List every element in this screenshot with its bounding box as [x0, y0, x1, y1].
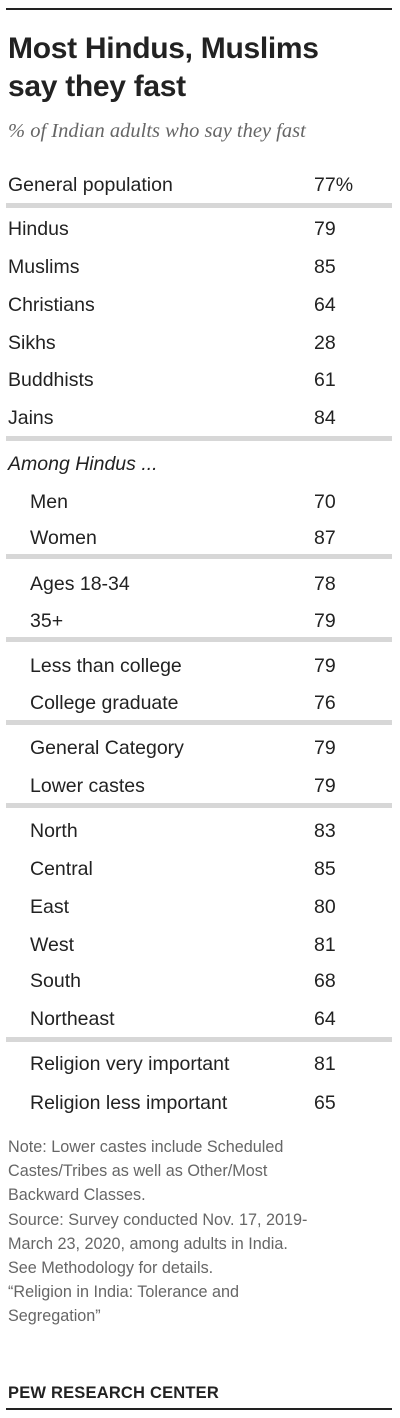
row-value: 79 — [314, 775, 336, 797]
row-value: 65 — [314, 1092, 336, 1114]
note-line: Segregation” — [8, 1307, 101, 1326]
group-separator — [6, 436, 392, 441]
group-separator — [6, 203, 392, 208]
table-row: Buddhists 61 — [0, 362, 400, 398]
row-value: 85 — [314, 858, 336, 880]
row-label: East — [30, 896, 70, 918]
table-row: East 80 — [0, 889, 400, 925]
row-value: 78 — [314, 573, 336, 595]
note-line: See Methodology for details. — [8, 1259, 214, 1278]
group-separator — [6, 803, 392, 808]
note-line: March 23, 2020, among adults in India. — [8, 1234, 288, 1253]
row-label: Hindus — [8, 218, 69, 240]
row-label: North — [30, 820, 78, 842]
row-value: 79 — [314, 655, 336, 677]
table-row: Religion less important 65 — [0, 1085, 400, 1121]
table-row: Ages 18-34 78 — [0, 566, 400, 602]
row-label: College graduate — [30, 692, 179, 714]
table-row: North 83 — [0, 813, 400, 849]
note-line: Note: Lower castes include Scheduled — [8, 1138, 284, 1156]
table-row: Less than college 79 — [0, 648, 400, 684]
row-value: 80 — [314, 896, 336, 918]
row-label: South — [30, 970, 81, 992]
row-label: Muslims — [8, 256, 80, 278]
table-row: West 81 — [0, 927, 400, 963]
row-value: 84 — [314, 407, 336, 429]
row-value: 87 — [314, 527, 336, 549]
row-label: Buddhists — [8, 369, 94, 391]
table-row: Men 70 — [0, 484, 400, 520]
table-row: Central 85 — [0, 851, 400, 887]
group-separator — [6, 637, 392, 642]
row-label: 35+ — [30, 610, 64, 632]
row-value: 79 — [314, 737, 336, 759]
row-label: Religion less important — [30, 1092, 228, 1114]
row-label: Christians — [8, 294, 95, 316]
table-row: General Category 79 — [0, 730, 400, 766]
row-value: 85 — [314, 256, 336, 278]
table-row: Women 87 — [0, 520, 400, 556]
row-value: 81 — [314, 934, 336, 956]
row-value: 28 — [314, 332, 336, 354]
row-label: General population — [8, 174, 173, 196]
table-row: College graduate 76 — [0, 685, 400, 721]
table-row: Muslims 85 — [0, 249, 400, 285]
row-value: 81 — [314, 1053, 336, 1075]
row-label: Religion very important — [30, 1053, 230, 1075]
row-label: West — [30, 934, 75, 956]
row-value: 70 — [314, 491, 336, 513]
row-value: 64 — [314, 294, 336, 316]
row-label: Lower castes — [30, 775, 145, 797]
chart-title: Most Hindus, Muslims say they fast — [8, 30, 388, 106]
source-note: Note: Lower castes include Scheduled Cas… — [8, 1135, 396, 1329]
group-separator — [6, 720, 392, 725]
row-value: 79 — [314, 610, 336, 632]
row-label: Jains — [8, 407, 54, 429]
table-row: 35+ 79 — [0, 603, 400, 639]
row-label: Women — [30, 527, 97, 549]
chart-title-line-1: Most Hindus, Muslims — [8, 32, 319, 65]
row-label: General Category — [30, 737, 184, 759]
row-value: 61 — [314, 369, 336, 391]
table-row: Religion very important 81 — [0, 1046, 400, 1082]
row-value: 83 — [314, 820, 336, 842]
row-label: Men — [30, 491, 68, 513]
row-label: Less than college — [30, 655, 182, 677]
row-label: Ages 18-34 — [30, 573, 130, 595]
note-line: Source: Survey conducted Nov. 17, 2019- — [8, 1210, 308, 1229]
table-row: Northeast 64 — [0, 1001, 400, 1037]
note-line: “Religion in India: Tolerance and — [8, 1283, 239, 1302]
chart-subtitle: % of Indian adults who say they fast — [8, 120, 306, 142]
note-line: Castes/Tribes as well as Other/Most — [8, 1162, 268, 1181]
table-row: South 68 — [0, 963, 400, 999]
row-value: 77% — [314, 174, 354, 196]
chart-title-line-2: say they fast — [8, 70, 186, 103]
group-separator — [6, 1037, 392, 1042]
bottom-rule — [6, 1408, 392, 1410]
top-rule — [6, 8, 392, 10]
group-header: Among Hindus ... — [8, 453, 158, 475]
note-line: Backward Classes. — [8, 1186, 146, 1205]
table-row: Hindus 79 — [0, 211, 400, 247]
row-value: 79 — [314, 218, 336, 240]
table-row: Christians 64 — [0, 287, 400, 323]
row-label: Sikhs — [8, 332, 56, 354]
row-label: Central — [30, 858, 93, 880]
group-separator — [6, 554, 392, 559]
table-row: General population 77% — [0, 167, 400, 203]
row-label: Northeast — [30, 1008, 115, 1030]
table-row: Jains 84 — [0, 400, 400, 436]
table-row: Sikhs 28 — [0, 325, 400, 361]
table-row: Lower castes 79 — [0, 768, 400, 804]
footer-brand: PEW RESEARCH CENTER — [8, 1384, 219, 1402]
row-value: 68 — [314, 970, 336, 992]
row-value: 64 — [314, 1008, 336, 1030]
row-value: 76 — [314, 692, 336, 714]
